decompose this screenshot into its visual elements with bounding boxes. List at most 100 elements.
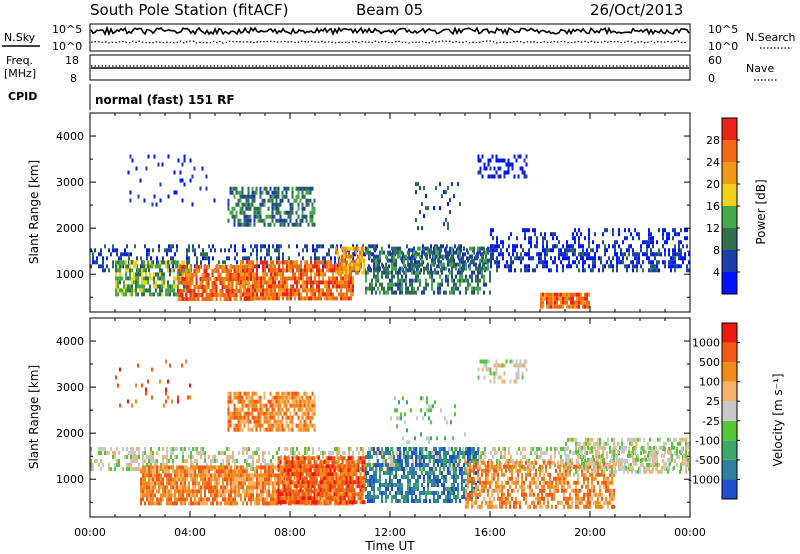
heatmap-cell [676,463,678,467]
heatmap-cell [180,493,182,498]
heatmap-cell [183,260,185,265]
heatmap-cell [345,266,347,271]
heatmap-cell [142,489,144,494]
heatmap-cell [592,256,594,261]
heatmap-cell [288,268,290,273]
heatmap-cell [230,465,232,470]
heatmap-cell [204,469,206,474]
heatmap-cell [417,274,419,279]
heatmap-cell [262,501,264,506]
heatmap-cell [240,493,242,498]
heatmap-cell [243,210,246,215]
heatmap-cell [158,489,160,494]
heatmap-cell [306,272,308,277]
heatmap-cell [277,468,280,473]
heatmap-cell [280,276,282,281]
heatmap-cell [180,501,182,506]
heatmap-cell [238,469,240,474]
heatmap-cell [564,252,566,257]
heatmap-cell [481,266,483,271]
heatmap-cell [200,469,202,474]
heatmap-cell [399,286,401,291]
heatmap-cell [562,304,564,309]
heatmap-cell [122,447,124,451]
heatmap-cell [618,256,620,261]
heatmap-cell [283,194,286,199]
heatmap-cell [210,465,212,470]
heatmap-cell [256,451,258,455]
heatmap-cell [298,272,300,277]
heatmap-cell [408,256,410,261]
heatmap-cell [307,456,310,461]
heatmap-cell [406,244,408,249]
heatmap-cell [490,256,492,261]
heatmap-cell [294,455,296,459]
heatmap-cell [115,268,117,273]
heatmap-cell [266,489,268,494]
heatmap-cell [534,268,536,273]
heatmap-cell [503,158,506,163]
heatmap-cell [205,273,208,277]
heatmap-cell [650,252,652,257]
heatmap-cell [521,170,524,175]
heatmap-cell [295,464,298,469]
heatmap-cell [116,252,118,257]
heatmap-cell [98,451,100,455]
heatmap-cell [524,236,526,241]
heatmap-cell [205,285,208,289]
heatmap-cell [132,467,134,471]
heatmap-cell [303,186,306,191]
heatmap-cell [197,293,200,297]
heatmap-cell [258,459,260,463]
heatmap-cell [467,258,469,263]
heatmap-cell [638,256,640,261]
heatmap-cell [299,484,302,489]
heatmap-cell [437,258,439,263]
heatmap-cell [131,280,133,285]
heatmap-cell [293,484,296,489]
heatmap-cell [632,236,634,241]
heatmap-cell [196,451,198,455]
heatmap-cell [320,244,322,249]
heatmap-cell [159,260,161,265]
heatmap-cell [250,477,252,482]
heatmap-cell [112,248,114,253]
heatmap-cell [243,214,246,219]
heatmap-cell [490,264,492,269]
heatmap-cell [554,232,556,237]
heatmap-cell [257,218,260,223]
heatmap-cell [552,260,554,265]
heatmap-cell [610,260,612,265]
y-tick-label: 1000 [56,268,84,281]
heatmap-cell [528,252,530,257]
heatmap-cell [656,252,658,257]
heatmap-cell [556,264,558,269]
heatmap-cell [316,272,318,277]
heatmap-cell [498,244,500,249]
heatmap-cell [421,290,423,295]
heatmap-cell [230,489,232,494]
heatmap-cell [443,190,445,195]
heatmap-cell [195,281,198,285]
heatmap-cell [217,269,220,273]
heatmap-cell [399,278,401,283]
heatmap-cell [130,463,132,467]
heatmap-cell [228,481,230,486]
heatmap-cell [278,244,280,249]
heatmap-cell [115,292,117,297]
heatmap-cell [313,210,316,215]
heatmap-cell [150,465,152,470]
heatmap-cell [158,244,160,249]
heatmap-cell [292,264,294,269]
heatmap-cell [266,252,268,257]
heatmap-cell [303,496,306,501]
heatmap-cell [407,262,409,267]
heatmap-cell [264,501,266,506]
heatmap-cell [502,447,504,451]
heatmap-cell [403,258,405,263]
heatmap-cell [238,451,240,455]
heatmap-cell [419,246,421,251]
heatmap-cell [189,273,192,277]
heatmap-cell [203,297,206,301]
heatmap-cell [373,254,375,259]
